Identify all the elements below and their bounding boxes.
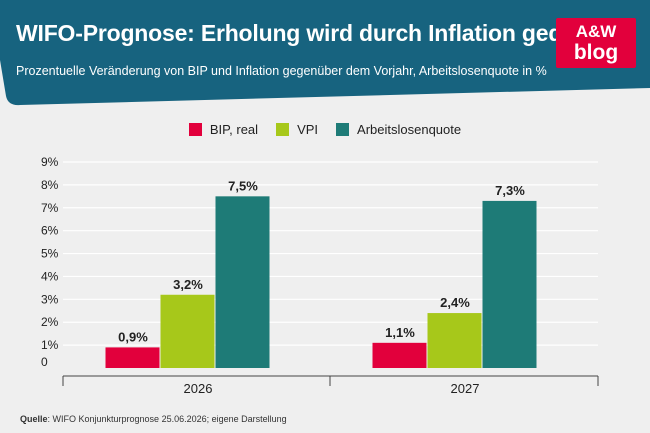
legend-item-vpi: VPI (276, 122, 318, 137)
y-tick-label: 3% (41, 292, 59, 306)
legend-swatch-vpi (276, 123, 290, 136)
header-banner: WIFO-Prognose: Erholung wird durch Infla… (0, 0, 650, 110)
x-tick-label: 2026 (184, 381, 213, 396)
legend-item-bip: BIP, real (188, 122, 259, 137)
y-tick-label: 4% (41, 269, 59, 283)
chart-title: WIFO-Prognose: Erholung wird durch Infla… (16, 20, 624, 46)
y-tick-label: 9% (41, 155, 59, 169)
data-label: 0,9% (118, 329, 148, 344)
legend-swatch-bip (188, 123, 202, 136)
chart-legend: BIP, real VPI Arbeitslosenquote (0, 122, 650, 137)
y-tick-label: 2% (41, 315, 59, 329)
chart-subtitle: Prozentuelle Veränderung von BIP und Inf… (16, 64, 547, 78)
logo-text-top: A&W (575, 22, 617, 41)
source-label: Quelle (20, 414, 48, 424)
y-tick-label: 6% (41, 224, 59, 238)
legend-item-alq: Arbeitslosenquote (336, 122, 461, 137)
source-note: Quelle: WIFO Konjunkturprognose 25.06.20… (20, 414, 287, 424)
legend-swatch-alq (336, 123, 350, 136)
data-label: 2,4% (440, 295, 470, 310)
bar-alq (482, 200, 537, 368)
y-tick-label: 5% (41, 247, 59, 261)
y-tick-label: 0 (41, 355, 48, 369)
aw-blog-logo[interactable]: A&W blog (556, 18, 636, 68)
bar-vpi (160, 294, 215, 368)
bar-vpi (427, 313, 482, 368)
header-background (0, 0, 650, 106)
data-label: 1,1% (385, 325, 415, 340)
bar-bip (105, 347, 160, 368)
legend-label-bip: BIP, real (209, 122, 259, 137)
source-text: : WIFO Konjunkturprognose 25.06.2026; ei… (47, 414, 287, 424)
logo-text-bottom: blog (573, 41, 619, 64)
bar-alq (215, 196, 270, 368)
data-label: 7,3% (495, 183, 525, 198)
data-label: 3,2% (173, 277, 203, 292)
legend-label-alq: Arbeitslosenquote (357, 122, 462, 137)
x-tick-label: 2027 (451, 381, 480, 396)
y-tick-label: 8% (41, 178, 59, 192)
y-tick-label: 1% (41, 338, 59, 352)
legend-label-vpi: VPI (297, 122, 319, 137)
data-label: 7,5% (228, 178, 258, 193)
bar-bip (372, 342, 427, 368)
y-tick-label: 7% (41, 201, 59, 215)
